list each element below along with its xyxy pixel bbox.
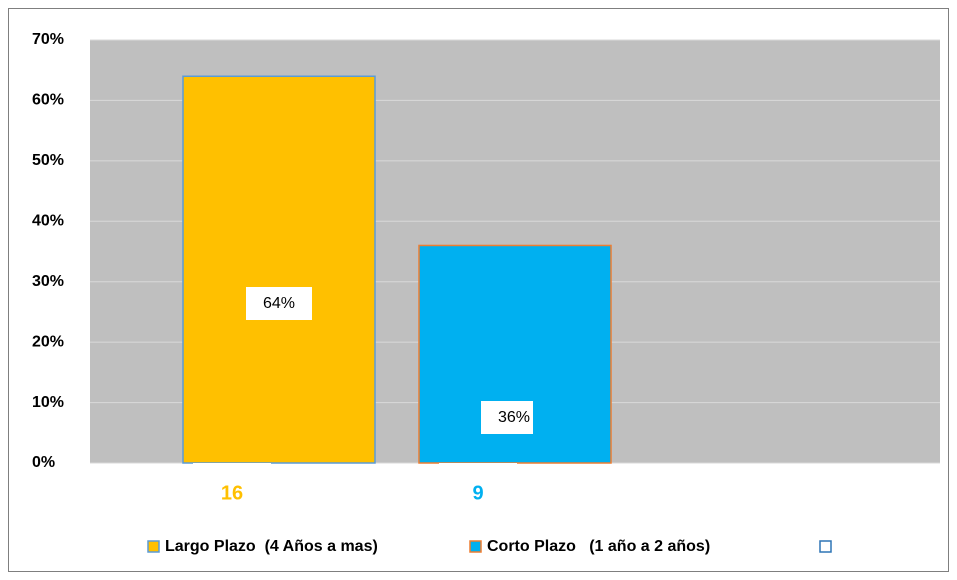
y-tick-label: 70% bbox=[32, 31, 64, 48]
legend-swatch bbox=[147, 540, 160, 553]
legend-swatch bbox=[819, 540, 832, 553]
bar bbox=[182, 75, 376, 464]
y-tick-label: 20% bbox=[32, 333, 64, 350]
y-tick-label: 40% bbox=[32, 213, 64, 230]
y-tick-label: 50% bbox=[32, 152, 64, 169]
legend-label: Corto Plazo (1 año a 2 años) bbox=[487, 538, 710, 555]
y-tick-label: 10% bbox=[32, 394, 64, 411]
category-label-box bbox=[193, 463, 271, 511]
y-tick-label: 60% bbox=[32, 92, 64, 109]
category-label-box bbox=[439, 463, 517, 511]
x-tick-label: 9 bbox=[472, 482, 483, 504]
value-label: 64% bbox=[263, 295, 295, 312]
y-tick-label: 0% bbox=[32, 454, 55, 471]
value-label-box bbox=[481, 401, 533, 434]
legend-swatch bbox=[469, 540, 482, 553]
value-label-box bbox=[246, 287, 312, 320]
x-tick-label: 16 bbox=[221, 482, 243, 504]
legend-label: Largo Plazo (4 Años a mas) bbox=[165, 538, 378, 555]
y-tick-label: 30% bbox=[32, 273, 64, 290]
value-label: 36% bbox=[498, 409, 530, 426]
